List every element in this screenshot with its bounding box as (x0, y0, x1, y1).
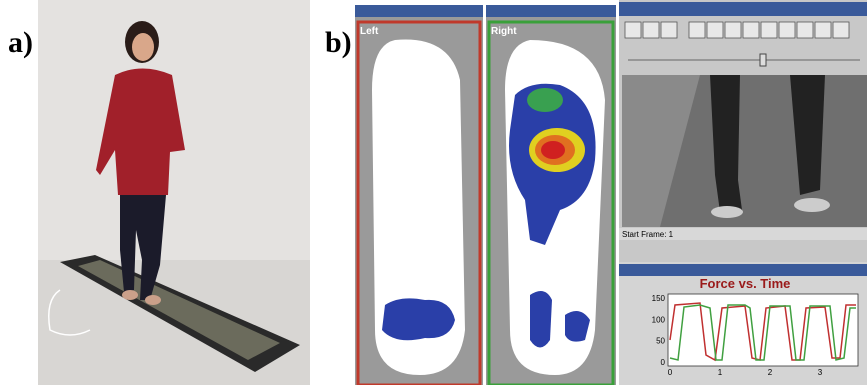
y-tick-label: 50 (656, 337, 665, 346)
y-tick-label: 150 (652, 294, 666, 303)
left-foot-window: Left (355, 5, 483, 385)
graph-title: Force vs. Time (700, 276, 791, 291)
graph-window: Force vs. Time 150 100 50 00 1 2 3 (619, 262, 867, 385)
x-tick-label: 3 (818, 368, 823, 377)
y-tick-label: 0 (661, 358, 666, 367)
x-tick-label: 2 (768, 368, 773, 377)
panel-label: a) (8, 26, 33, 59)
window-title: Right (491, 26, 517, 37)
panel-label: b) (325, 26, 352, 59)
page: a) b) Left Right (0, 0, 867, 385)
x-tick-label: 0 (668, 368, 673, 377)
y-tick-label: 100 (652, 315, 666, 324)
status-text: Start Frame: 1 (622, 230, 674, 239)
x-tick-label: 1 (718, 368, 723, 377)
figure: a) b) Left Right (0, 0, 867, 385)
video-window: Start Frame: 1 (619, 0, 867, 262)
photo (38, 0, 310, 385)
window-title: Left (360, 26, 379, 37)
right-foot-window: Right (486, 5, 616, 385)
